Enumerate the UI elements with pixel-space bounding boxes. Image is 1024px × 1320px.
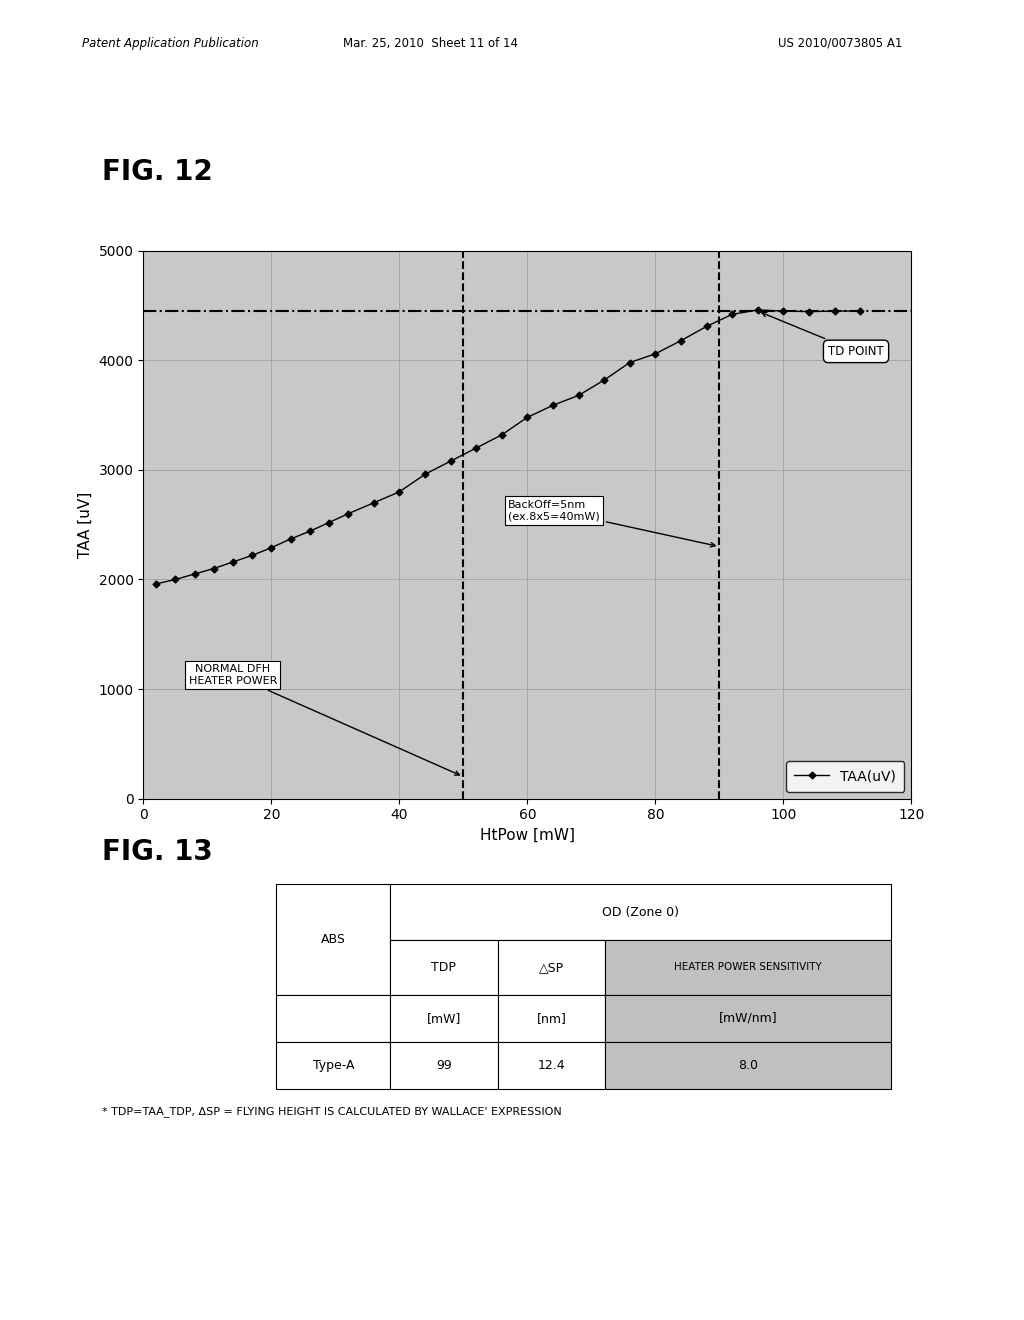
Text: Mar. 25, 2010  Sheet 11 of 14: Mar. 25, 2010 Sheet 11 of 14 — [343, 37, 517, 50]
TAA(uV) — [752, 302, 764, 318]
Text: ABS: ABS — [321, 933, 346, 946]
Bar — [498, 1041, 605, 1089]
TAA(uV) — [342, 506, 354, 521]
TAA(uV) — [227, 554, 240, 570]
TAA(uV) — [470, 440, 482, 455]
TAA(uV) — [700, 318, 713, 334]
TAA(uV) — [547, 397, 559, 413]
TAA(uV) — [777, 304, 790, 319]
Bar — [276, 1041, 390, 1089]
Bar — [390, 995, 498, 1041]
Text: US 2010/0073805 A1: US 2010/0073805 A1 — [778, 37, 902, 50]
Text: [mW]: [mW] — [427, 1012, 461, 1024]
Text: FIG. 13: FIG. 13 — [102, 838, 213, 866]
Text: 99: 99 — [436, 1059, 452, 1072]
TAA(uV) — [624, 355, 636, 371]
TAA(uV) — [151, 576, 163, 591]
Bar — [498, 940, 605, 995]
Text: [nm]: [nm] — [537, 1012, 566, 1024]
TAA(uV) — [803, 304, 815, 319]
Text: 8.0: 8.0 — [738, 1059, 758, 1072]
TAA(uV) — [598, 372, 610, 388]
Text: * TDP=TAA_TDP, ΔSP = FLYING HEIGHT IS CALCULATED BY WALLACE' EXPRESSION: * TDP=TAA_TDP, ΔSP = FLYING HEIGHT IS CA… — [102, 1106, 562, 1117]
TAA(uV) — [854, 304, 866, 319]
Text: FIG. 12: FIG. 12 — [102, 158, 213, 186]
Text: 12.4: 12.4 — [538, 1059, 565, 1072]
Bar — [390, 940, 498, 995]
TAA(uV) — [496, 426, 508, 442]
Legend: TAA(uV): TAA(uV) — [786, 762, 904, 792]
TAA(uV) — [169, 572, 181, 587]
Text: [mW/nm]: [mW/nm] — [719, 1012, 777, 1024]
TAA(uV) — [323, 515, 335, 531]
Bar — [390, 1041, 498, 1089]
TAA(uV) — [649, 346, 662, 362]
TAA(uV) — [208, 561, 220, 577]
TAA(uV) — [393, 484, 406, 500]
Line: TAA(uV): TAA(uV) — [154, 308, 862, 586]
Text: Type-A: Type-A — [312, 1059, 354, 1072]
TAA(uV) — [188, 566, 201, 582]
TAA(uV) — [828, 304, 841, 319]
Bar — [276, 995, 390, 1041]
TAA(uV) — [368, 495, 380, 511]
TAA(uV) — [246, 548, 258, 564]
Bar — [605, 995, 891, 1041]
TAA(uV) — [285, 531, 297, 546]
Y-axis label: TAA [uV]: TAA [uV] — [78, 491, 93, 558]
Text: OD (Zone 0): OD (Zone 0) — [602, 906, 679, 919]
Text: HEATER POWER SENSITIVITY: HEATER POWER SENSITIVITY — [674, 962, 822, 973]
Bar — [498, 995, 605, 1041]
TAA(uV) — [419, 466, 431, 482]
Bar — [605, 1041, 891, 1089]
TAA(uV) — [675, 333, 687, 348]
Text: Patent Application Publication: Patent Application Publication — [82, 37, 259, 50]
Text: BackOff=5nm
(ex.8x5=40mW): BackOff=5nm (ex.8x5=40mW) — [508, 500, 715, 546]
Bar — [390, 884, 891, 940]
TAA(uV) — [303, 523, 315, 539]
Bar — [605, 940, 891, 995]
Bar — [276, 884, 390, 995]
Text: △SP: △SP — [539, 961, 564, 974]
TAA(uV) — [444, 453, 457, 469]
Text: TD POINT: TD POINT — [762, 313, 884, 358]
Text: NORMAL DFH
HEATER POWER: NORMAL DFH HEATER POWER — [188, 664, 460, 775]
TAA(uV) — [265, 540, 278, 556]
Text: TDP: TDP — [431, 961, 457, 974]
X-axis label: HtPow [mW]: HtPow [mW] — [480, 828, 574, 843]
TAA(uV) — [572, 388, 585, 404]
TAA(uV) — [726, 306, 738, 322]
TAA(uV) — [521, 409, 534, 425]
